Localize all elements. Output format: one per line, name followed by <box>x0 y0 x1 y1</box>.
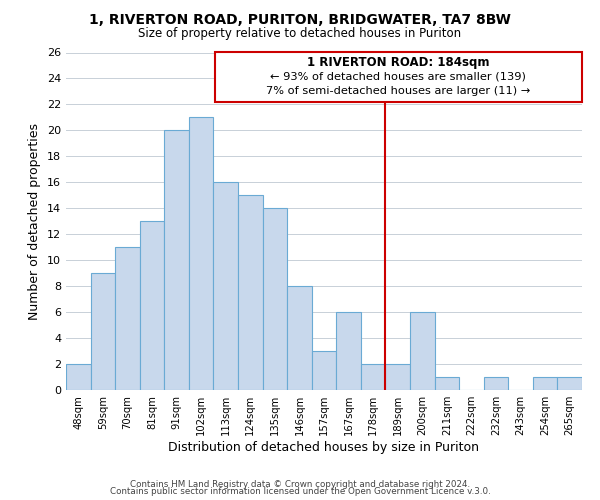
Bar <box>557 377 582 390</box>
Bar <box>410 312 434 390</box>
Bar <box>434 377 459 390</box>
Bar <box>336 312 361 390</box>
Text: 1 RIVERTON ROAD: 184sqm: 1 RIVERTON ROAD: 184sqm <box>307 56 490 68</box>
Bar <box>484 377 508 390</box>
Bar <box>115 247 140 390</box>
Bar <box>66 364 91 390</box>
Bar <box>215 52 581 102</box>
Text: Contains public sector information licensed under the Open Government Licence v.: Contains public sector information licen… <box>110 488 490 496</box>
Bar <box>533 377 557 390</box>
Bar <box>263 208 287 390</box>
Bar <box>238 196 263 390</box>
X-axis label: Distribution of detached houses by size in Puriton: Distribution of detached houses by size … <box>169 441 479 454</box>
Bar <box>140 221 164 390</box>
Y-axis label: Number of detached properties: Number of detached properties <box>28 122 41 320</box>
Bar <box>287 286 312 390</box>
Text: 7% of semi-detached houses are larger (11) →: 7% of semi-detached houses are larger (1… <box>266 86 530 96</box>
Text: Size of property relative to detached houses in Puriton: Size of property relative to detached ho… <box>139 28 461 40</box>
Bar <box>312 351 336 390</box>
Bar <box>385 364 410 390</box>
Text: 1, RIVERTON ROAD, PURITON, BRIDGWATER, TA7 8BW: 1, RIVERTON ROAD, PURITON, BRIDGWATER, T… <box>89 12 511 26</box>
Bar <box>164 130 189 390</box>
Text: ← 93% of detached houses are smaller (139): ← 93% of detached houses are smaller (13… <box>270 72 526 82</box>
Bar <box>91 273 115 390</box>
Bar <box>189 118 214 390</box>
Bar <box>361 364 385 390</box>
Bar <box>214 182 238 390</box>
Text: Contains HM Land Registry data © Crown copyright and database right 2024.: Contains HM Land Registry data © Crown c… <box>130 480 470 489</box>
